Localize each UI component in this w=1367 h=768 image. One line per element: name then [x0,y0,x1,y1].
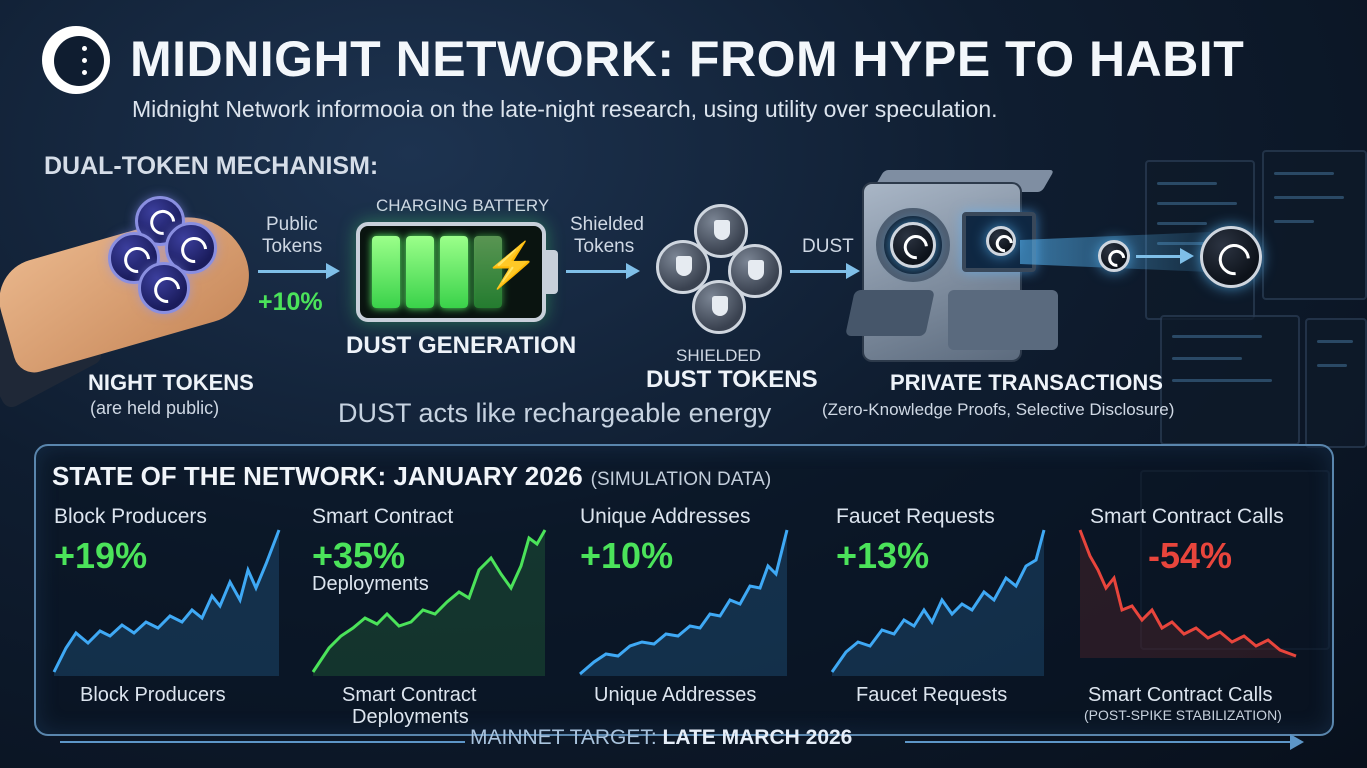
metric-footer: Block Producers [80,684,226,706]
timeline-line-right [905,741,1290,743]
night-tokens-note: (are held public) [90,398,220,418]
metric-subtitle: Deployments [312,573,429,595]
dust-generation-label: DUST GENERATION [346,332,577,359]
arrow2-line1: Shielded [570,214,644,235]
sparkline-chart [830,529,1046,676]
dust-tokens-label: DUST TOKENS [646,366,818,393]
battery-icon [356,222,546,322]
dust-energy-caption: DUST acts like rechargeable energy [338,398,772,428]
private-transactions-note: (Zero-Knowledge Proofs, Selective Disclo… [822,400,1175,419]
timeline-arrow-icon [1290,734,1304,750]
midnight-token-icon [890,222,936,268]
sparkline-chart [52,529,281,676]
metric-title: Unique Addresses [580,505,751,528]
arrow-right-icon [258,270,326,273]
arrow-head-icon [326,263,340,279]
private-transactions-label: PRIVATE TRANSACTIONS [890,370,1163,395]
metric-footer-line2: Deployments [352,706,469,728]
metric-footer: Faucet Requests [856,684,1008,706]
arrow1-percent: +10% [258,288,323,316]
dual-token-heading: DUAL-TOKEN MECHANISM: [44,152,379,180]
metric-footer: Smart Contract Calls [1088,684,1273,706]
hand-illustration [0,202,261,378]
battery-tip [546,250,558,294]
mainnet-prefix: MAINNET TARGET: [470,726,657,749]
metric-footer: Smart Contract [342,684,477,706]
arrow2-line2: Tokens [574,236,635,257]
metric-change: +35% [312,535,406,576]
lightning-bolt-icon: ⚡ [484,241,539,290]
sparkline-chart [1078,529,1297,658]
mainnet-date: LATE MARCH 2026 [662,726,853,749]
arrow-head-icon [626,263,640,279]
arrow1-line2: Tokens [262,236,323,257]
page-title: MIDNIGHT NETWORK: FROM HYPE TO HABIT [130,31,1245,87]
shield-token-icon [728,244,782,298]
metric-title: Smart Contract [312,505,454,528]
metric-change: +13% [836,535,930,576]
midnight-token-icon [1200,226,1262,288]
background-monitor [1305,318,1367,448]
battery-caption: CHARGING BATTERY [376,196,550,215]
arrow1-line1: Public [266,214,318,235]
logo-crescent [54,36,104,86]
night-token-icon [165,222,217,274]
shield-token-icon [656,240,710,294]
sparkline-chart [311,529,547,676]
background-monitor [1160,315,1300,445]
network-state-title: STATE OF THE NETWORK: JANUARY 2026 [52,461,583,491]
background-monitor [1262,150,1367,300]
metric-change: -54% [1148,535,1233,576]
simulation-note: (SIMULATION DATA) [590,469,772,490]
shield-token-icon [692,280,746,334]
arrow-right-icon [1136,255,1182,258]
arrow-right-icon [790,270,848,273]
metric-title: Faucet Requests [836,505,995,528]
arrow-head-icon [1180,248,1194,264]
metric-change: +10% [580,535,674,576]
metric-title: Block Producers [54,505,207,528]
machine-panel [845,290,935,336]
night-tokens-label: NIGHT TOKENS [88,370,254,395]
night-token-icon [138,262,190,314]
midnight-token-icon [986,226,1016,256]
timeline-line-left [60,741,465,743]
machine-keypad [948,290,1058,350]
page-subtitle: Midnight Network informooia on the late-… [132,96,998,122]
metric-change: +19% [54,535,148,576]
midnight-token-icon [1098,240,1130,272]
mainnet-target: MAINNET TARGET: LATE MARCH 2026 [470,726,852,750]
metric-title: Smart Contract Calls [1090,505,1284,528]
metric-footer-note: (POST-SPIKE STABILIZATION) [1084,707,1282,723]
dust-tokens-top: SHIELDED [676,346,762,365]
network-state-heading: STATE OF THE NETWORK: JANUARY 2026 (SIMUL… [52,461,771,492]
metric-footer: Unique Addresses [594,684,757,706]
arrow3-label: DUST [802,236,854,257]
arrow-right-icon [566,270,626,273]
arrow-head-icon [846,263,860,279]
sparkline-chart [579,529,789,676]
